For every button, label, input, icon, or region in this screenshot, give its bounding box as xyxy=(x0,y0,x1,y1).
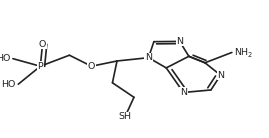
Text: HO: HO xyxy=(0,54,10,63)
Text: O: O xyxy=(39,40,46,49)
Text: P: P xyxy=(37,62,43,71)
Text: SH: SH xyxy=(119,112,132,121)
Text: 2: 2 xyxy=(247,52,252,58)
Text: N: N xyxy=(217,71,224,80)
Text: NH: NH xyxy=(234,48,248,57)
Text: N: N xyxy=(145,53,152,62)
Text: N: N xyxy=(180,88,187,97)
Text: O: O xyxy=(88,62,95,71)
Text: N: N xyxy=(176,37,183,46)
Text: HO: HO xyxy=(1,80,16,89)
